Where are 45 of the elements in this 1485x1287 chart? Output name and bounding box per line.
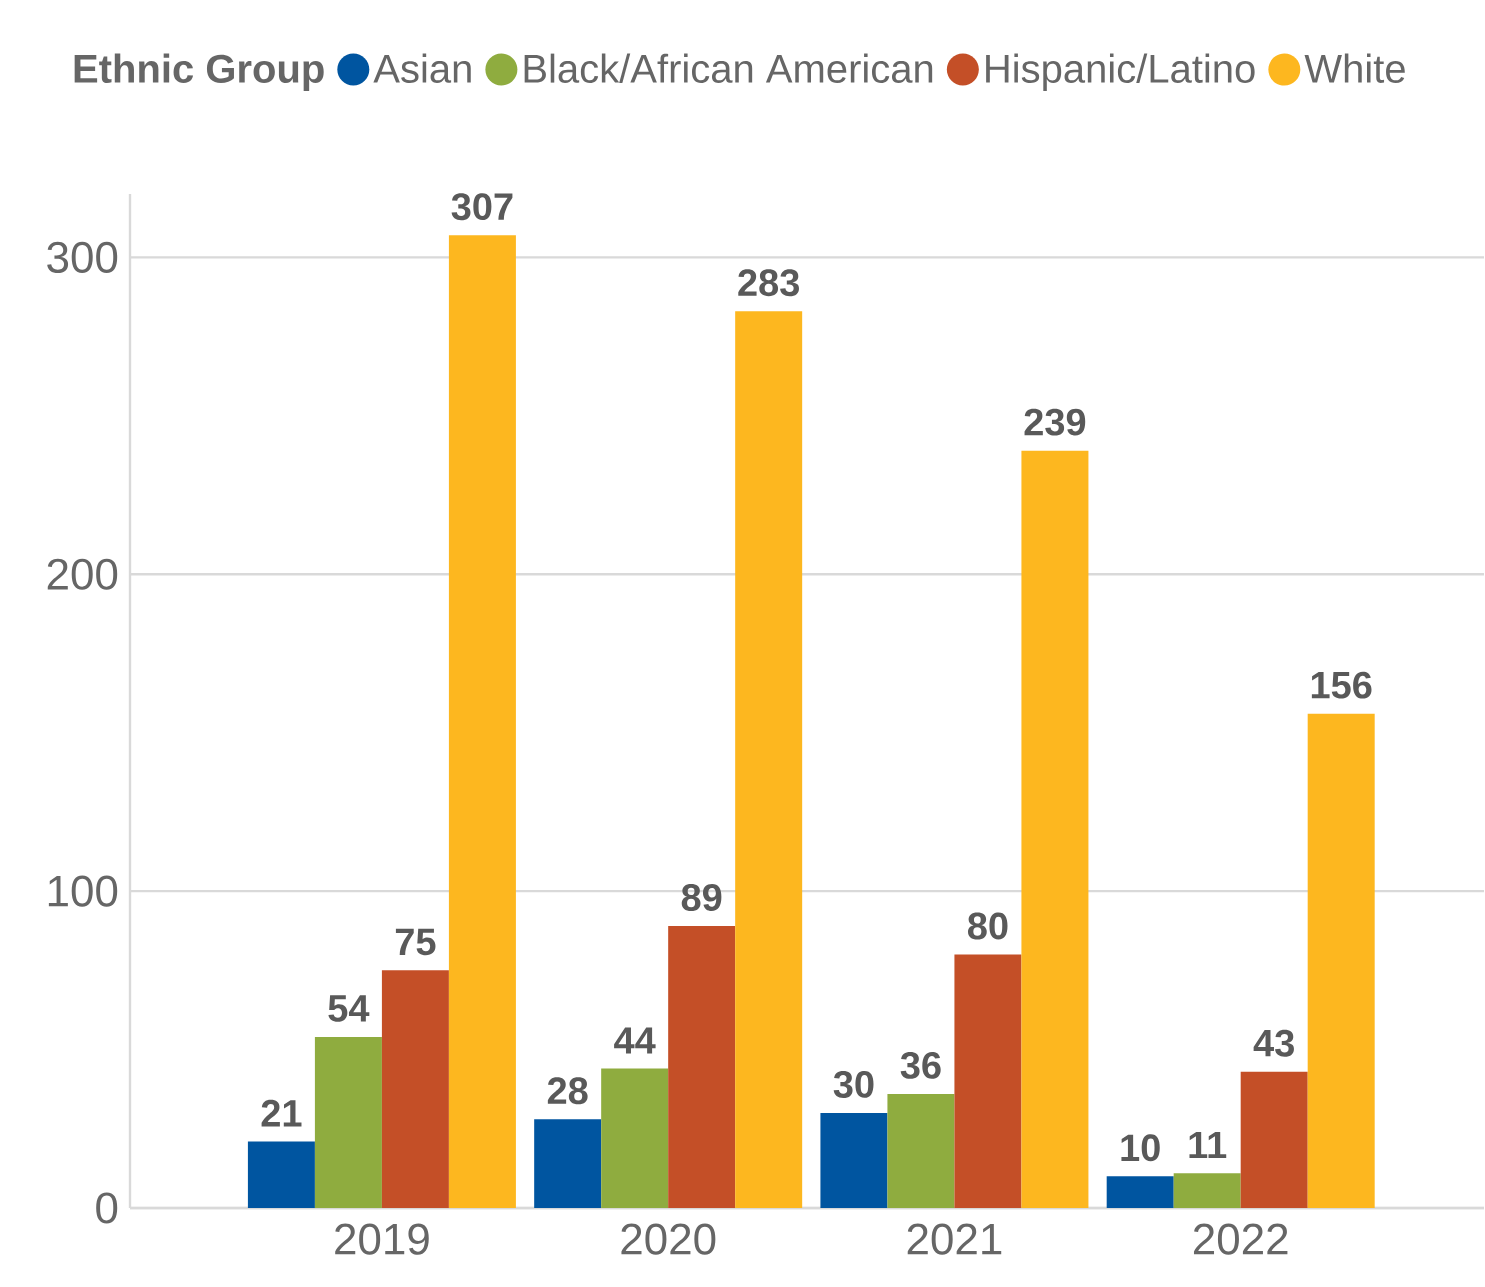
data-label: 239 <box>1024 408 1086 436</box>
data-label: 89 <box>681 884 722 911</box>
bar <box>735 311 803 1208</box>
bar <box>1021 450 1089 1208</box>
data-label: 43 <box>1253 1029 1294 1057</box>
x-tick-label: 2022 <box>1193 1223 1288 1255</box>
data-label: 75 <box>395 928 436 956</box>
bar <box>247 1141 315 1208</box>
bar <box>534 1119 602 1208</box>
bar <box>1173 1173 1241 1208</box>
data-label: 11 <box>1189 1131 1227 1159</box>
x-tick-label: 2019 <box>335 1223 429 1255</box>
data-label: 10 <box>1121 1134 1160 1162</box>
bar <box>668 925 736 1208</box>
legend-title: Ethnic Group <box>74 53 324 91</box>
data-label: 30 <box>833 1070 874 1098</box>
data-label: 44 <box>614 1027 656 1054</box>
y-tick-label: 300 <box>47 241 118 273</box>
data-label: 54 <box>328 995 370 1022</box>
bar <box>381 970 449 1208</box>
legend-label: Black/African American <box>524 53 933 83</box>
bar <box>954 954 1022 1208</box>
y-tick-label: 0 <box>96 1192 118 1224</box>
data-label: 283 <box>738 269 799 297</box>
bar <box>448 235 516 1208</box>
data-label: 28 <box>547 1077 588 1105</box>
x-tick-label: 2021 <box>907 1223 1002 1255</box>
x-tick-label: 2020 <box>621 1223 716 1255</box>
y-tick-label: 200 <box>47 558 118 590</box>
bar <box>314 1036 382 1208</box>
data-label: 156 <box>1311 671 1372 699</box>
legend-label: White <box>1304 53 1405 83</box>
y-tick-label: 100 <box>48 875 118 907</box>
bar <box>887 1093 955 1208</box>
bar <box>1307 713 1375 1208</box>
bar <box>820 1112 888 1208</box>
data-label: 36 <box>900 1051 941 1079</box>
bar <box>601 1068 669 1208</box>
legend-label: Asian <box>373 53 471 83</box>
data-label: 307 <box>451 193 513 221</box>
data-label: 21 <box>261 1099 302 1127</box>
legend-label: Hispanic/Latino <box>986 53 1255 91</box>
bar <box>1106 1176 1174 1208</box>
bar <box>1240 1071 1308 1208</box>
data-label: 80 <box>967 912 1008 940</box>
